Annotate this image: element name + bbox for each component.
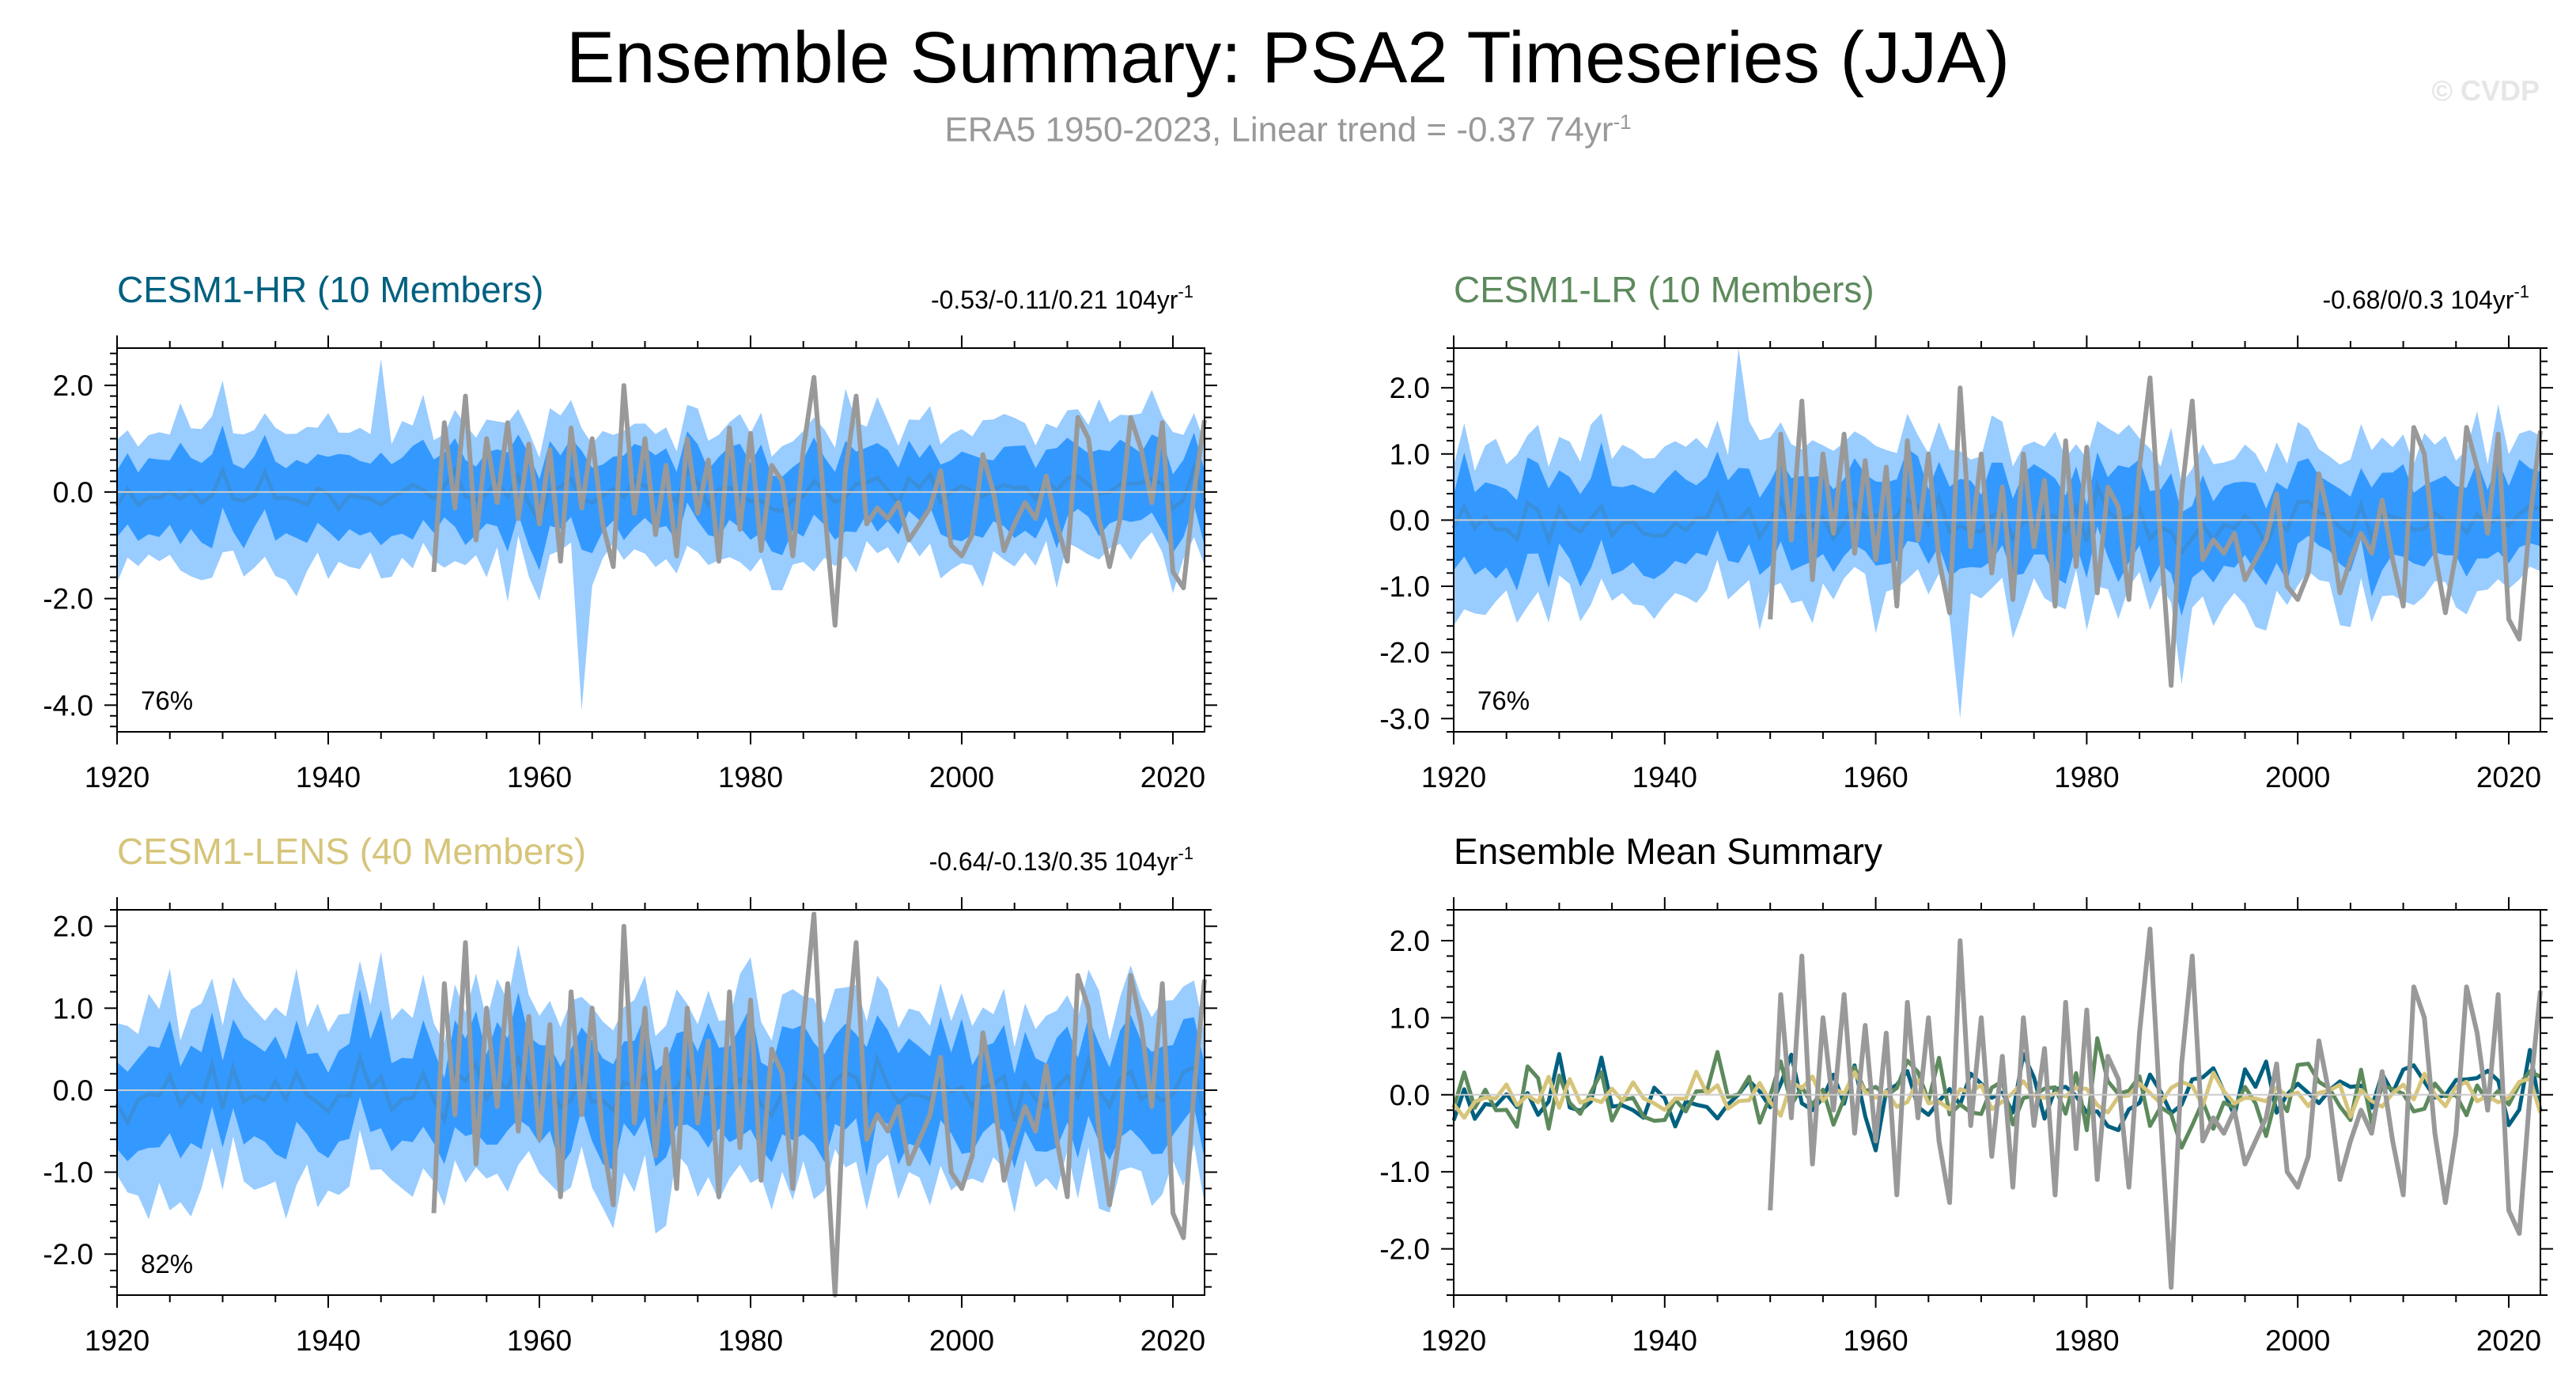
x-tick-label: 1920 <box>1421 1324 1486 1357</box>
y-tick-label: 0.0 <box>53 1074 93 1107</box>
figure-title: Ensemble Summary: PSA2 Timeseries (JJA) <box>566 17 2010 98</box>
x-tick-label: 1980 <box>2054 1324 2119 1357</box>
y-tick-label: -1.0 <box>1379 1156 1430 1188</box>
observations-line <box>431 911 1207 1297</box>
panel-trend-label: -0.68/0/0.3 104yr-1 <box>2323 282 2530 314</box>
y-tick-label: 2.0 <box>1390 925 1430 957</box>
x-tick-label: 2020 <box>1140 1324 1205 1357</box>
panel-trend-label: -0.64/-0.13/0.35 104yr-1 <box>929 843 1193 876</box>
x-tick-label: 1980 <box>718 761 783 794</box>
x-tick-label: 1960 <box>1843 1324 1908 1357</box>
observations-line <box>1768 375 2543 688</box>
y-tick-label: 0.0 <box>1390 504 1430 536</box>
subtitle-text: ERA5 1950-2023, Linear trend = -0.37 74y… <box>944 110 1613 150</box>
panel-trend-sup: -1 <box>1178 843 1193 863</box>
panel-title: CESM1-HR (10 Members) <box>117 269 543 310</box>
y-tick-label: -1.0 <box>1379 570 1430 603</box>
x-tick-label: 2000 <box>2265 761 2330 794</box>
plot-frame <box>1453 909 2541 1296</box>
x-tick-label: 1980 <box>2054 761 2119 794</box>
x-tick-label: 1940 <box>296 1324 361 1357</box>
x-tick-label: 1920 <box>85 761 149 794</box>
y-tick-label: 0.0 <box>53 476 93 509</box>
x-tick-label: 1940 <box>296 761 361 794</box>
figure-subtitle: ERA5 1950-2023, Linear trend = -0.37 74y… <box>0 101 2576 151</box>
subtitle-superscript: -1 <box>1613 110 1632 134</box>
x-tick-label: 1960 <box>507 761 572 794</box>
x-tick-label: 2020 <box>2476 1324 2541 1357</box>
x-tick-label: 1920 <box>1421 761 1486 794</box>
y-tick-label: -2.0 <box>43 1238 93 1271</box>
panel-title: Ensemble Mean Summary <box>1454 831 1882 872</box>
y-tick-label: 2.0 <box>53 911 93 943</box>
x-tick-label: 1920 <box>85 1324 149 1357</box>
percent-within-spread-label: 76% <box>141 686 193 715</box>
plot-frame <box>116 347 1205 733</box>
panel-trend-sup: -1 <box>2514 282 2529 301</box>
x-tick-label: 1940 <box>1632 1324 1697 1357</box>
panel-ensemble-mean-summary: 1920 1940 1960 1980 2000 2020 2.0 1.0 0.0 -1.0 -2.… <box>1379 831 2553 1357</box>
x-tick-label: 2000 <box>929 1324 994 1357</box>
y-tick-label: -4.0 <box>43 689 93 722</box>
x-tick-label: 1960 <box>507 1324 572 1357</box>
panel-title: CESM1-LENS (40 Members) <box>117 831 586 872</box>
x-tick-label: 2020 <box>2476 761 2541 794</box>
panel-cesm1-hr: 1920 1940 1960 1980 2000 2020 2.0 0.0 -2.0 -4.0 CE… <box>43 269 1217 794</box>
observations-line <box>1768 926 2543 1290</box>
percent-within-spread-label: 82% <box>141 1249 193 1278</box>
observations-line <box>431 375 1207 628</box>
y-tick-label: 0.0 <box>1390 1079 1430 1112</box>
panel-cesm1-lr: 1920 1940 1960 1980 2000 2020 2.0 1.0 0.0 -1.0 -2.… <box>1379 269 2553 794</box>
plot-frame <box>116 909 1205 1296</box>
x-tick-label: 2020 <box>1140 761 1205 794</box>
x-tick-label: 1940 <box>1632 761 1697 794</box>
y-tick-label: -2.0 <box>43 583 93 616</box>
y-tick-label: -1.0 <box>43 1157 93 1189</box>
y-tick-label: 1.0 <box>53 992 93 1025</box>
panel-trend-label: -0.53/-0.11/0.21 104yr-1 <box>931 282 1193 314</box>
y-tick-label: -3.0 <box>1379 703 1430 735</box>
outer-spread-band <box>117 358 1205 711</box>
watermark: © CVDP <box>2431 74 2540 107</box>
x-tick-label: 1960 <box>1843 761 1908 794</box>
x-tick-label: 2000 <box>2265 1324 2330 1357</box>
panel-cesm1-lens: 1920 1940 1960 1980 2000 2020 2.0 1.0 0.0 -1.0 -2.… <box>43 831 1217 1357</box>
panel-title: CESM1-LR (10 Members) <box>1454 269 1874 310</box>
percent-within-spread-label: 76% <box>1477 686 1530 715</box>
y-tick-label: 1.0 <box>1390 438 1430 471</box>
y-tick-label: -2.0 <box>1379 637 1430 669</box>
x-tick-label: 1980 <box>718 1324 783 1357</box>
plot-frame <box>1453 347 2541 733</box>
panel-trend-sup: -1 <box>1178 282 1193 301</box>
y-tick-label: 2.0 <box>1390 372 1430 404</box>
x-tick-label: 2000 <box>929 761 994 794</box>
y-tick-label: 1.0 <box>1390 1002 1430 1034</box>
y-tick-label: 2.0 <box>53 369 93 402</box>
y-tick-label: -2.0 <box>1379 1233 1430 1266</box>
